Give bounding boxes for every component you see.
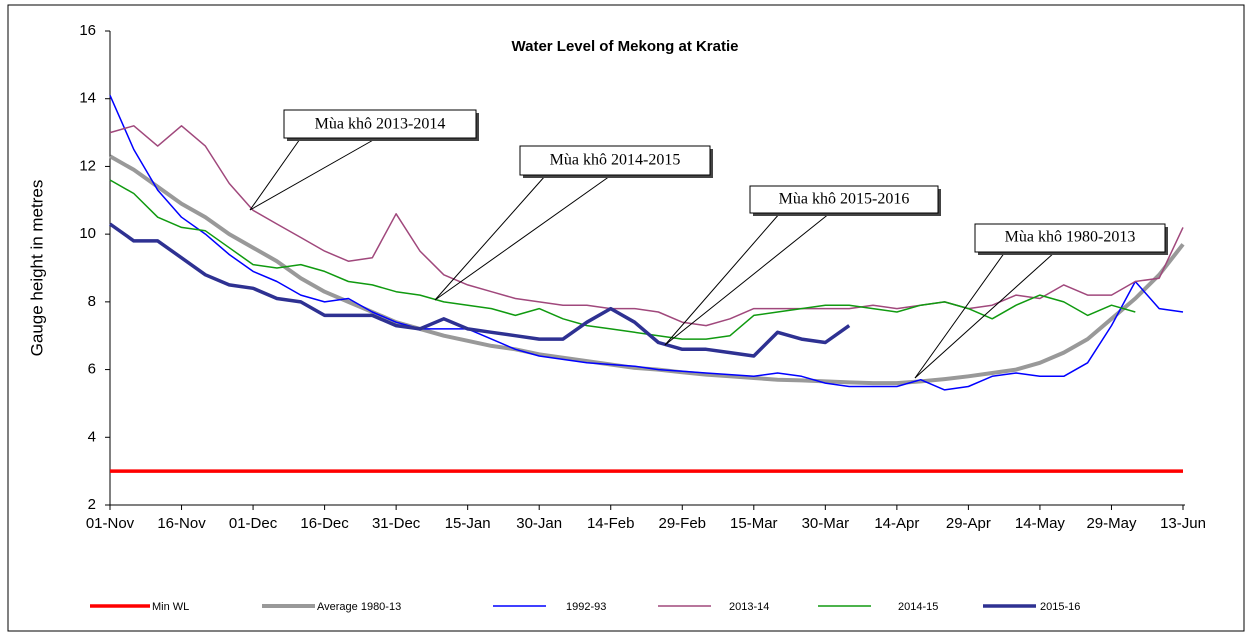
annotation: Mùa khô 2014-2015 (550, 152, 681, 169)
x-tick-label: 13-Jun (1160, 515, 1206, 532)
x-tick-label: 29-May (1086, 515, 1137, 532)
callout-line (914, 251, 1006, 379)
x-tick-label: 14-Apr (874, 515, 919, 532)
legend-label: 2013-14 (729, 601, 769, 613)
x-tick-label: 16-Nov (157, 515, 206, 532)
x-tick-label: 29-Feb (659, 515, 707, 532)
callout-line (434, 175, 546, 301)
legend-label: 1992-93 (566, 601, 606, 613)
callout-box (749, 185, 939, 214)
callout-box (974, 223, 1166, 253)
y-tick-label: 6 (88, 361, 96, 378)
callout-line (664, 212, 831, 346)
x-tick-label: 15-Mar (730, 515, 778, 532)
callout-box (283, 109, 477, 139)
x-tick-label: 16-Dec (300, 515, 349, 532)
callout-line (249, 138, 376, 211)
series-line (109, 179, 1136, 340)
legend-label: 2014-15 (898, 601, 938, 613)
y-axis-label: Gauge height in metres (27, 180, 46, 357)
y-tick-label: 2 (88, 496, 96, 513)
x-tick-label: 29-Apr (946, 515, 991, 532)
legend-label: Average 1980-13 (317, 601, 401, 613)
series-line (109, 125, 1184, 327)
series-line (108, 222, 851, 358)
x-tick-label: 01-Dec (229, 515, 278, 532)
x-tick-label: 30-Mar (802, 515, 850, 532)
legend-label: 2015-16 (1040, 601, 1080, 613)
annotations (249, 109, 1168, 379)
y-tick-label: 16 (79, 22, 96, 39)
series-line (109, 94, 1184, 391)
y-tick-label: 12 (79, 157, 96, 174)
x-tick-label: 15-Jan (445, 515, 491, 532)
x-tick-label: 14-May (1015, 515, 1066, 532)
chart-title: Water Level of Mekong at Kratie (512, 38, 739, 55)
y-tick-label: 10 (79, 225, 96, 242)
callout-line (664, 212, 781, 346)
y-tick-label: 4 (88, 428, 96, 445)
plot-area: 2 4 6 8 10 12 14 16 01-Nov 16-Nov 01-Dec 16-Dec 31-D… (79, 22, 1206, 532)
y-tick-label: 8 (88, 293, 96, 310)
y-tick-label: 14 (79, 90, 96, 107)
callout-line (249, 138, 301, 211)
callout-box (519, 145, 711, 176)
annotation: Mùa khô 2015-2016 (779, 191, 910, 208)
x-tick-label: 14-Feb (587, 515, 635, 532)
annotation: Mùa khô 1980-2013 (1005, 229, 1136, 246)
callout-line (914, 251, 1056, 379)
legend-label: Min WL (152, 601, 189, 613)
callout-line (434, 175, 611, 301)
annotation: Mùa khô 2013-2014 (315, 116, 446, 133)
x-tick-label: 31-Dec (372, 515, 421, 532)
series-line (109, 154, 1185, 386)
x-tick-label: 30-Jan (516, 515, 562, 532)
x-tick-label: 01-Nov (86, 515, 135, 532)
